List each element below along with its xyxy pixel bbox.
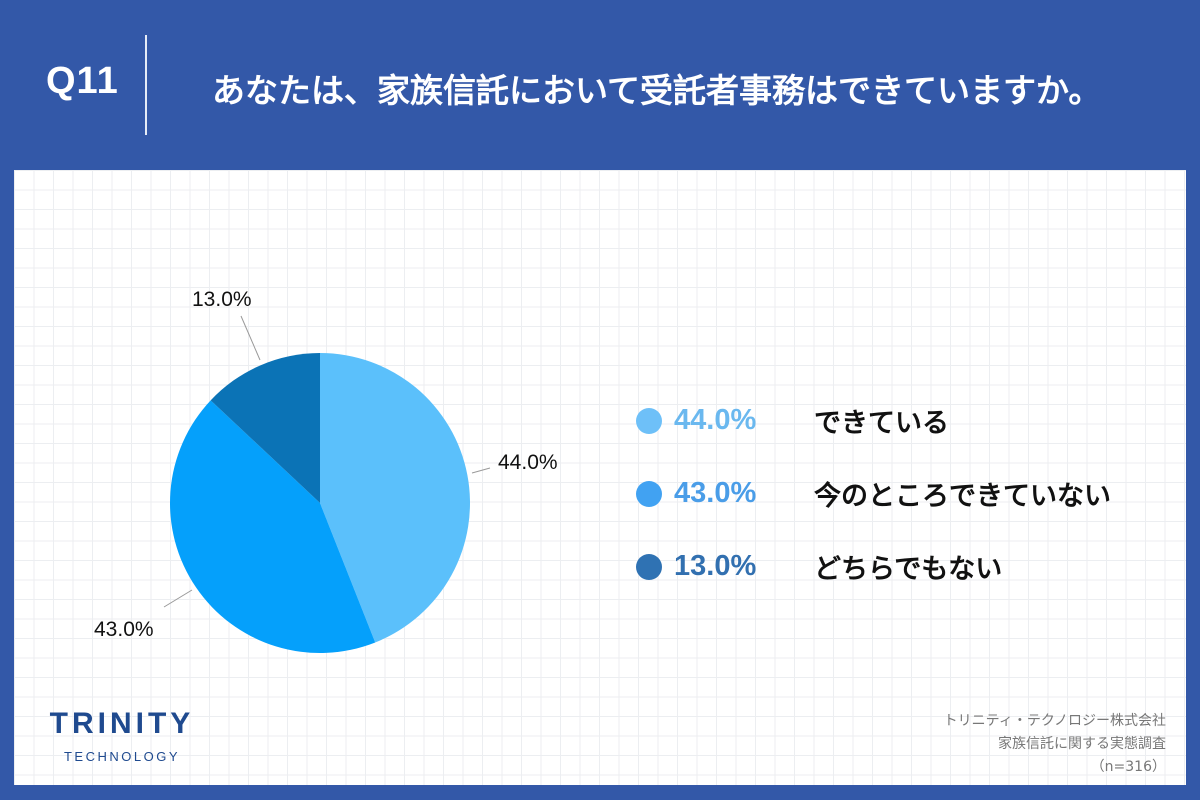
pie-label-13: 13.0% [192, 288, 252, 311]
legend: 44.0% できている 43.0% 今のところできていない 13.0% どちらで… [636, 384, 1111, 603]
logo-main: TRINITY [49, 707, 195, 740]
legend-label: どちらでもない [814, 554, 1003, 585]
legend-dot-icon [636, 480, 662, 507]
legend-item: 13.0% どちらでもない [636, 530, 1111, 603]
header: Q11 あなたは、家族信託において受託者事務はできていますか。 [0, 0, 1200, 170]
legend-label: 今のところできていない [814, 481, 1111, 512]
legend-dot-icon [636, 407, 662, 434]
legend-dot-icon [636, 553, 662, 580]
pie-slice-dekiteiru [320, 353, 471, 643]
legend-percent: 43.0% [674, 477, 757, 509]
leader-line-44 [471, 467, 491, 474]
legend-item: 44.0% できている [636, 384, 1111, 457]
question-title: あなたは、家族信託において受託者事務はできていますか。 [212, 71, 1102, 110]
logo-sub: TECHNOLOGY [63, 749, 180, 764]
leader-line-13 [240, 315, 261, 361]
source-survey: 家族信託に関する実態調査 [998, 736, 1166, 752]
leader-line-43 [163, 589, 193, 608]
question-number: Q11 [46, 60, 119, 102]
header-divider [145, 35, 147, 135]
pie-slice-imanotokoro [170, 400, 376, 653]
legend-percent: 44.0% [674, 404, 757, 436]
legend-label: できている [814, 408, 949, 439]
source-note: トリニティ・テクノロジー株式会社 家族信託に関する実態調査 （n=316） [944, 710, 1166, 779]
source-company: トリニティ・テクノロジー株式会社 [943, 713, 1166, 729]
pie-label-44: 44.0% [498, 451, 558, 474]
chart-panel: 44.0% 13.0% 43.0% 44.0% できている 43.0% 今のとこ… [14, 170, 1186, 785]
pie-slice-dochiramo [210, 353, 320, 503]
legend-percent: 13.0% [674, 550, 757, 582]
pie-chart [163, 315, 491, 653]
legend-item: 43.0% 今のところできていない [636, 457, 1111, 530]
trinity-logo: TRINITY TECHNOLOGY [34, 707, 210, 764]
pie-label-43: 43.0% [94, 618, 154, 641]
source-sample-size: （n=316） [1090, 759, 1166, 775]
